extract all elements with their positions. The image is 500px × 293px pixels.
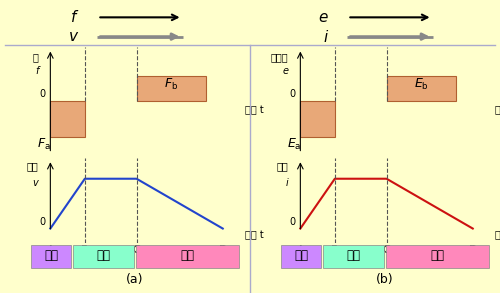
Text: 起電力: 起電力 <box>270 52 288 62</box>
Bar <box>282 244 321 268</box>
Text: (a): (a) <box>126 273 144 286</box>
Text: A: A <box>296 245 304 255</box>
Text: $E_\mathrm{a}$: $E_\mathrm{a}$ <box>287 137 302 152</box>
Text: i: i <box>286 178 288 188</box>
Bar <box>300 101 335 137</box>
Text: 定速: 定速 <box>96 249 110 262</box>
Text: 加速: 加速 <box>44 249 58 262</box>
Text: v: v <box>32 178 38 188</box>
Text: 時間 t: 時間 t <box>245 105 264 115</box>
Text: $i$: $i$ <box>323 29 329 45</box>
Text: 増加: 増加 <box>294 249 308 262</box>
Bar <box>386 244 488 268</box>
Text: 一定: 一定 <box>346 249 360 262</box>
Bar <box>50 101 85 137</box>
Text: A: A <box>46 245 54 255</box>
Text: D: D <box>218 245 227 255</box>
Bar <box>386 76 456 101</box>
Text: B: B <box>331 245 338 255</box>
Text: D: D <box>468 245 477 255</box>
Text: 減速: 減速 <box>180 249 194 262</box>
Text: B: B <box>81 245 88 255</box>
Text: 0: 0 <box>289 217 295 227</box>
Bar <box>136 244 238 268</box>
Text: 0: 0 <box>39 217 45 227</box>
Text: $F_\mathrm{b}$: $F_\mathrm{b}$ <box>164 77 178 92</box>
Text: 電流: 電流 <box>276 161 288 171</box>
Text: 力: 力 <box>32 52 38 62</box>
Bar <box>324 244 384 268</box>
Bar <box>74 244 134 268</box>
Text: 時間 t: 時間 t <box>495 230 500 240</box>
Bar <box>136 76 205 101</box>
Text: $f$: $f$ <box>70 9 79 25</box>
Text: e: e <box>282 66 288 76</box>
Text: C: C <box>132 245 140 255</box>
Text: 速度: 速度 <box>26 161 38 171</box>
Text: $E_\mathrm{b}$: $E_\mathrm{b}$ <box>414 77 428 92</box>
Bar <box>32 244 70 268</box>
Text: 時間 t: 時間 t <box>245 230 264 240</box>
Text: $e$: $e$ <box>318 10 329 25</box>
Text: C: C <box>382 245 390 255</box>
Text: 減少: 減少 <box>430 249 444 262</box>
Text: f: f <box>35 66 38 76</box>
Text: $v$: $v$ <box>68 29 79 44</box>
Text: 0: 0 <box>39 89 45 99</box>
Text: 時間 t: 時間 t <box>495 105 500 115</box>
Text: (b): (b) <box>376 273 394 286</box>
Text: 0: 0 <box>289 89 295 99</box>
Text: $F_\mathrm{a}$: $F_\mathrm{a}$ <box>38 137 51 152</box>
